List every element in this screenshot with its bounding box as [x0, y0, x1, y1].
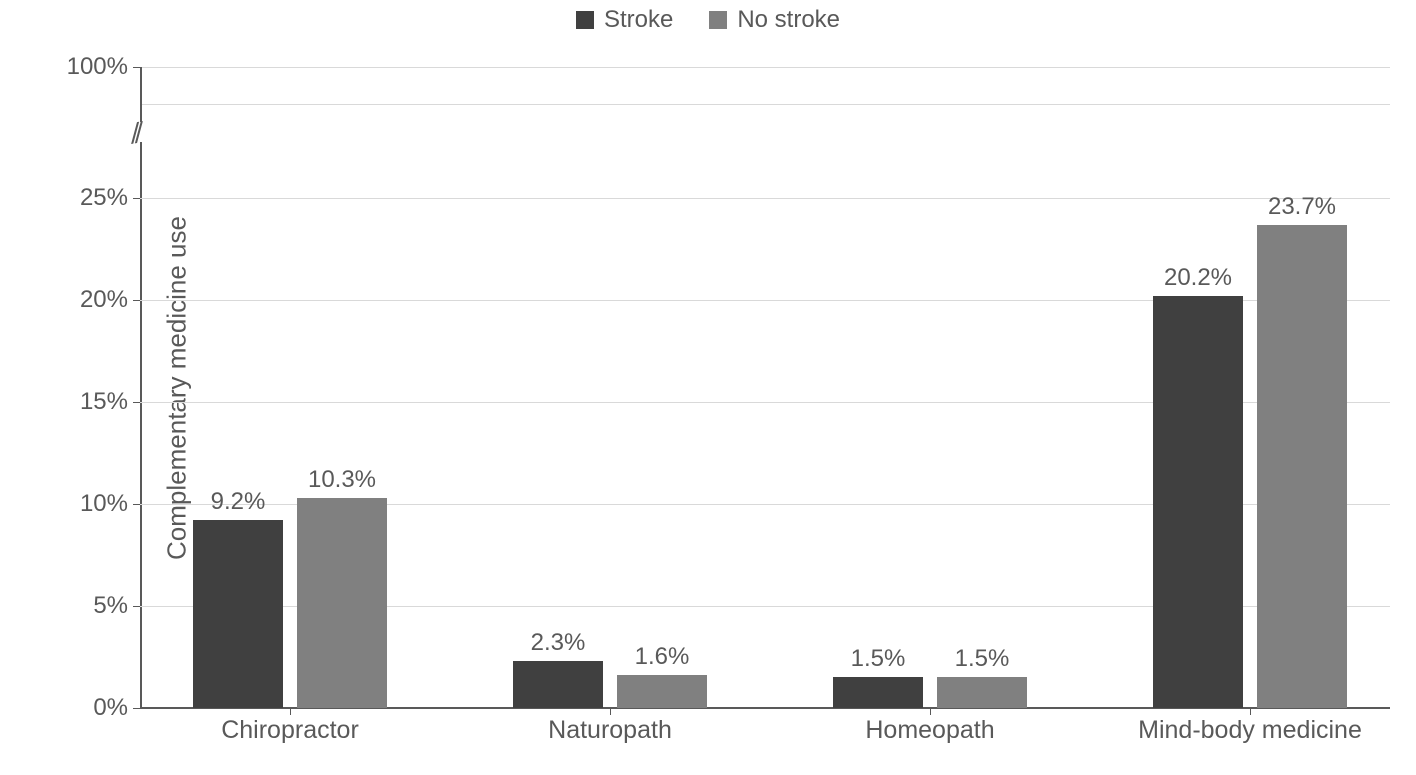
bar-stroke-2	[833, 677, 923, 708]
ytick-mark-15	[133, 402, 140, 403]
legend-swatch-no-stroke	[709, 11, 727, 29]
plot-area: // 9.2%10.3%2.3%1.6%1.5%1.5%20.2%23.7% C…	[140, 48, 1390, 708]
bar-no_stroke-2	[937, 677, 1027, 708]
category-label-3: Mind-body medicine	[1138, 716, 1362, 745]
ytick-label-15: 15%	[48, 388, 128, 416]
bar-no_stroke-3	[1257, 225, 1347, 708]
bar-label-stroke-2: 1.5%	[851, 645, 906, 673]
chart-container: Stroke No stroke Complementary medicine …	[0, 0, 1416, 775]
xtick-mark-1	[610, 708, 611, 715]
bar-label-no_stroke-1: 1.6%	[635, 643, 690, 671]
ytick-label-100: 100%	[48, 53, 128, 81]
legend-item-no-stroke: No stroke	[709, 6, 840, 34]
category-label-0: Chiropractor	[221, 716, 359, 745]
ytick-mark-25	[133, 198, 140, 199]
bar-label-no_stroke-0: 10.3%	[308, 466, 376, 494]
legend-swatch-stroke	[576, 11, 594, 29]
bar-label-no_stroke-2: 1.5%	[955, 645, 1010, 673]
bar-no_stroke-1	[617, 675, 707, 708]
bar-stroke-3	[1153, 296, 1243, 708]
axis-break-icon: //	[131, 133, 138, 134]
bar-no_stroke-0	[297, 498, 387, 708]
bar-stroke-0	[193, 520, 283, 708]
ytick-label-5: 5%	[48, 592, 128, 620]
ytick-label-10: 10%	[48, 490, 128, 518]
ytick-mark-5	[133, 606, 140, 607]
ytick-mark-20	[133, 300, 140, 301]
xtick-mark-2	[930, 708, 931, 715]
bar-label-stroke-3: 20.2%	[1164, 264, 1232, 292]
ytick-label-0: 0%	[48, 694, 128, 722]
gridline-25	[140, 198, 1390, 199]
xtick-mark-3	[1250, 708, 1251, 715]
y-axis-upper	[140, 67, 142, 122]
category-label-1: Naturopath	[548, 716, 672, 745]
y-axis-lower	[140, 142, 142, 708]
legend-label-stroke: Stroke	[604, 6, 673, 34]
legend: Stroke No stroke	[0, 0, 1416, 40]
ytick-mark-0	[133, 708, 140, 709]
bar-label-stroke-1: 2.3%	[531, 629, 586, 657]
ytick-label-25: 25%	[48, 184, 128, 212]
bar-label-no_stroke-3: 23.7%	[1268, 193, 1336, 221]
ytick-mark-10	[133, 504, 140, 505]
category-label-2: Homeopath	[865, 716, 994, 745]
ytick-mark-100	[133, 67, 140, 68]
legend-item-stroke: Stroke	[576, 6, 673, 34]
bar-stroke-1	[513, 661, 603, 708]
gridline-break-top	[140, 104, 1390, 105]
gridline-100	[140, 67, 1390, 68]
bar-label-stroke-0: 9.2%	[211, 488, 266, 516]
ytick-label-20: 20%	[48, 286, 128, 314]
legend-label-no-stroke: No stroke	[737, 6, 840, 34]
xtick-mark-0	[290, 708, 291, 715]
